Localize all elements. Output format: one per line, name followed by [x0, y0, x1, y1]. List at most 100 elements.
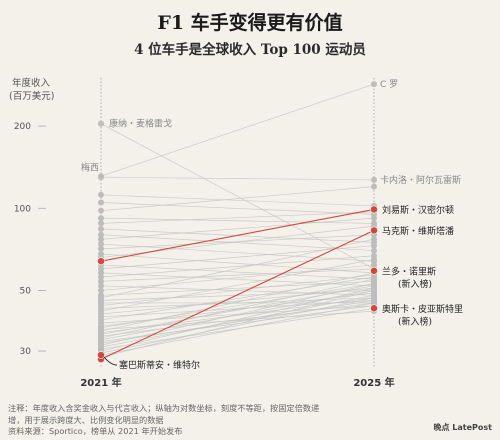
athlete-line [100, 300, 375, 344]
chart-notes: 注释：年度收入含奖金收入与代言收入；纵轴为对数坐标，刻度不等距，按固定倍数递 增… [8, 403, 496, 438]
athlete-line [100, 278, 375, 339]
watermark: 晚点 LatePost [433, 423, 492, 432]
athlete-line [100, 217, 375, 224]
athlete-line [100, 123, 375, 270]
y-axis-label-unit: (百万美元) [9, 90, 54, 102]
driver-dot-2025 [370, 304, 378, 313]
annotation-label: 卡内洛・阿尔瓦雷斯 [380, 174, 461, 186]
athlete-line [100, 290, 375, 358]
athlete-dot-2025 [371, 280, 377, 287]
athlete-dot-2021 [98, 220, 104, 227]
athlete-dot-2021 [98, 278, 104, 285]
athlete-dot-2025 [371, 294, 377, 301]
athlete-line [100, 194, 375, 207]
x-label-2025: 2025 年 [353, 376, 394, 389]
athlete-line [100, 238, 375, 299]
athlete-dot-2025 [371, 261, 377, 268]
athlete-dot-2021 [98, 240, 104, 247]
athlete-dot-2021 [98, 269, 104, 276]
athlete-dot-2025 [371, 287, 377, 294]
athlete-line [100, 259, 375, 312]
driver-label: 奥斯卡・皮亚斯特里 [382, 303, 463, 315]
athlete-dot-2021 [98, 245, 104, 252]
driver-label-extra: (新入榜) [398, 315, 432, 327]
athlete-dot-2025 [371, 81, 377, 88]
driver-dot-2021 [97, 351, 105, 359]
athlete-dot-2021 [98, 174, 104, 181]
athlete-line [100, 272, 375, 332]
athlete-dot-2021 [98, 215, 104, 222]
athlete-dot-2021 [98, 231, 104, 238]
chart-subtitle: 4 位车手是全球收入 Top 100 运动员 [134, 42, 366, 58]
athlete-line [100, 287, 375, 315]
note-line-1: 注释：年度收入含奖金收入与代言收入；纵轴为对数坐标，刻度不等距，按固定倍数递 [8, 403, 320, 413]
athlete-dot-2025 [371, 176, 377, 183]
athlete-dot-2025 [371, 247, 377, 254]
athlete-dot-2025 [371, 215, 377, 222]
athlete-dot-2025 [371, 183, 377, 190]
driver-dot-2025 [370, 266, 378, 275]
athlete-line [100, 276, 375, 321]
driver-dot-2025 [370, 205, 378, 214]
athlete-dot-2025 [371, 256, 377, 263]
athlete-line [100, 287, 375, 352]
athlete-dot-2021 [98, 199, 104, 206]
athlete-line [100, 176, 375, 181]
athlete-line [100, 211, 375, 224]
athlete-dot-2021 [98, 282, 104, 289]
athlete-dot-2025 [371, 242, 377, 249]
driver-label: 兰多・诺里斯 [382, 265, 436, 277]
athlete-line [100, 186, 375, 212]
athlete-dot-2021 [98, 287, 104, 294]
athlete-line [100, 202, 375, 215]
y-tick-label: 50 [20, 286, 32, 296]
athlete-line [100, 283, 375, 329]
driver-label: 刘易斯・汉密尔顿 [382, 204, 454, 216]
athlete-dot-2025 [371, 276, 377, 283]
driver-dot-2025 [370, 226, 378, 235]
driver-label: 塞巴斯蒂安・维特尔 [119, 359, 200, 371]
athlete-line [100, 274, 375, 306]
athlete-line [100, 297, 375, 309]
driver-label-extra: (新入榜) [398, 278, 432, 290]
athlete-dot-2025 [371, 299, 377, 306]
note-line-3: 资料来源：Sportico，榜单从 2021 年开始发布 [8, 426, 183, 436]
driver-line [100, 229, 375, 360]
athlete-dot-2021 [98, 191, 104, 198]
driver-line [100, 208, 375, 262]
athlete-line [100, 217, 375, 240]
y-tick-label: 100 [14, 204, 31, 214]
x-label-2021: 2021 年 [80, 376, 121, 389]
annotation-dot [98, 120, 104, 127]
athlete-dot-2021 [98, 207, 104, 214]
athlete-line [100, 297, 375, 354]
athlete-line [100, 280, 375, 296]
athlete-line [100, 245, 375, 270]
annotation-label: C 罗 [380, 79, 398, 90]
athlete-line [100, 253, 375, 274]
athlete-line [100, 294, 375, 348]
athlete-dot-2025 [371, 236, 377, 243]
athlete-dot-2021 [98, 236, 104, 243]
driver-label: 马克斯・维斯塔潘 [382, 225, 454, 237]
annotation-label: 梅西 [81, 161, 99, 173]
athlete-dot-2021 [98, 274, 104, 281]
annotation-label: 康纳・麦格雷戈 [109, 118, 172, 130]
athlete-line [100, 264, 375, 280]
chart-title: F1 车手变得更有价值 [157, 12, 343, 34]
driver-leader [103, 356, 118, 366]
athlete-line [100, 302, 375, 356]
note-line-2: 增，用于展示跨度大、比例变化明显的数据 [8, 414, 164, 425]
driver-dot-2021 [97, 257, 105, 266]
y-axis-label: 年度收入 [12, 77, 51, 89]
athlete-line [100, 264, 375, 291]
athlete-line [100, 268, 375, 282]
athlete-line [100, 255, 375, 278]
y-tick-label: 30 [20, 347, 32, 357]
y-tick-label: 200 [14, 122, 31, 132]
athlete-line [100, 283, 375, 346]
athlete-line [100, 83, 375, 177]
athlete-line [100, 234, 375, 251]
athlete-dot-2021 [98, 225, 104, 232]
